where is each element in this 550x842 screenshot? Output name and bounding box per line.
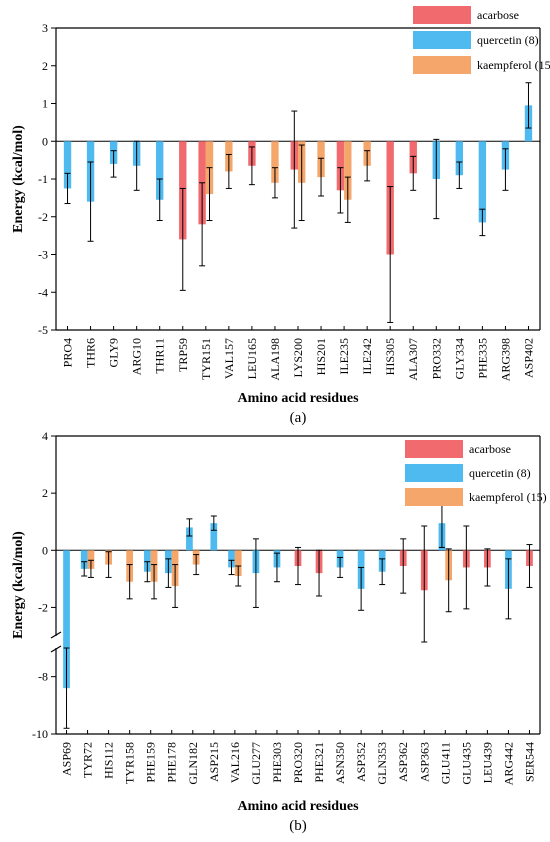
- bar-kaempferol-TYR72: [87, 550, 95, 569]
- bar-quercetin-GLY334: [455, 141, 464, 176]
- axis-break-mark-upper: [50, 631, 62, 639]
- x-tick-label: HIS112: [102, 742, 116, 779]
- legend-label-kaempferol: kaempferol (15): [477, 58, 550, 72]
- legend-label-acarbose: acarbose: [477, 8, 519, 22]
- x-tick-label: ARG442: [501, 742, 515, 785]
- bar-quercetin-PHE335: [478, 141, 487, 223]
- x-tick-label: ARG10: [130, 338, 144, 375]
- x-axis-label: Amino acid residues: [237, 391, 359, 406]
- legend-label-kaempferol: kaempferol (15): [469, 490, 547, 504]
- x-tick-label: PHE303: [270, 742, 284, 783]
- x-tick-label: TRP59: [176, 338, 190, 372]
- bar-quercetin-PHE159: [143, 550, 151, 572]
- y-tick-label: 2: [42, 59, 48, 73]
- x-tick-label: PHE178: [165, 742, 179, 783]
- x-tick-label: PHE321: [312, 742, 326, 783]
- x-tick-label: ASP69: [60, 742, 74, 776]
- x-tick-label: VAL157: [222, 338, 236, 379]
- x-tick-label: GLY334: [452, 338, 466, 379]
- y-axis-label: Energy (kcal/mol): [11, 531, 26, 639]
- x-tick-label: PHE335: [475, 338, 489, 379]
- x-tick-label: PRO332: [429, 338, 443, 379]
- bar-quercetin-PRO4: [63, 141, 72, 189]
- y-tick-label: 2: [42, 486, 48, 500]
- x-tick-label: THR11: [153, 338, 167, 374]
- x-tick-label: ASP363: [417, 742, 431, 782]
- legend-swatch-acarbose: [413, 6, 471, 24]
- x-tick-label: GLN182: [186, 742, 200, 785]
- legend-label-quercetin: quercetin (8): [469, 466, 531, 480]
- y-tick-label: -8: [38, 670, 48, 684]
- x-tick-label: ILE235: [337, 338, 351, 375]
- y-tick-label: -2: [38, 210, 48, 224]
- y-tick-label: -4: [38, 285, 48, 299]
- legend-label-acarbose: acarbose: [469, 442, 511, 456]
- y-tick-label: 3: [42, 21, 48, 35]
- x-tick-label: PRO4: [61, 338, 75, 367]
- panel-label: (b): [289, 818, 307, 834]
- y-tick-label: -3: [38, 248, 48, 262]
- bar-acarbose-ILE235: [336, 141, 345, 191]
- x-tick-label: ASP352: [354, 742, 368, 782]
- x-tick-label: ASN350: [333, 742, 347, 784]
- bar-quercetin-ASP215: [210, 523, 218, 551]
- y-tick-label: -2: [38, 600, 48, 614]
- axis-break-mark-lower: [50, 645, 62, 653]
- x-axis-label: Amino acid residues: [237, 799, 359, 814]
- x-tick-label: GLY9: [107, 338, 121, 367]
- y-axis-label: Energy (kcal/mol): [11, 125, 26, 233]
- legend-swatch-kaempferol: [413, 56, 471, 74]
- bar-quercetin-VAL216: [228, 550, 235, 568]
- x-tick-label: TYR158: [123, 742, 137, 784]
- y-tick-label: 0: [42, 134, 48, 148]
- x-tick-label: ASP402: [521, 338, 535, 378]
- legend: acarbose quercetin (8) kaempferol (15): [405, 440, 547, 506]
- x-tick-label: ALA307: [406, 338, 420, 381]
- panel-label: (a): [290, 410, 307, 426]
- y-tick-label: -1: [38, 172, 48, 186]
- x-tick-label: HIS305: [383, 338, 397, 375]
- y-tick-label: 0: [42, 543, 48, 557]
- x-tick-label: PRO320: [291, 742, 305, 783]
- x-tick-label: LYS200: [291, 338, 305, 377]
- chart-panel-b: 4 2 0 -2 -8 -10 Energy (kcal/mol) ASP69 TYR72 HIS…: [11, 429, 547, 834]
- y-tick-label: -5: [38, 323, 48, 337]
- x-tick-label: SER544: [522, 742, 536, 782]
- bar-kaempferol-ILE235: [344, 141, 352, 200]
- x-tick-label: ILE242: [360, 338, 374, 375]
- y-tick-label: 1: [42, 97, 48, 111]
- bar-quercetin-GLN182: [186, 527, 193, 551]
- bar-quercetin-TYR72: [80, 550, 88, 569]
- x-tick-label: LEU165: [245, 338, 259, 379]
- x-tick-label: ARG398: [498, 338, 512, 381]
- x-tick-label: TYR72: [81, 742, 95, 778]
- legend-swatch-acarbose: [405, 440, 463, 458]
- x-tick-label: HIS201: [314, 338, 328, 375]
- x-tick-label: GLN353: [375, 742, 389, 785]
- x-tick-label: GLU277: [249, 742, 263, 785]
- y-tick-label: -10: [32, 727, 48, 741]
- x-tick-label: ASP215: [207, 742, 221, 782]
- x-tick-label: VAL216: [228, 742, 242, 783]
- legend-label-quercetin: quercetin (8): [477, 33, 539, 47]
- x-tick-label: GLU411: [438, 742, 452, 784]
- x-tick-label: THR6: [84, 338, 98, 368]
- legend-swatch-quercetin: [405, 464, 463, 482]
- x-tick-label: PHE159: [144, 742, 158, 783]
- chart-panel-a: 3 2 1 0 -1 -2 -3 -4 -5 Energy (kcal/mol) PRO4 THR6 G…: [11, 6, 550, 426]
- bar-quercetin-ASP69: [63, 550, 70, 689]
- legend-swatch-kaempferol: [405, 488, 463, 506]
- bar-kaempferol-VAL216: [234, 550, 242, 576]
- x-tick-label: TYR151: [199, 338, 213, 380]
- x-tick-label: ASP362: [396, 742, 410, 782]
- y-tick-label: 4: [42, 429, 48, 443]
- legend: acarbose quercetin (8) kaempferol (15): [413, 6, 550, 74]
- legend-swatch-quercetin: [413, 31, 471, 49]
- bar-quercetin-THR11: [156, 141, 164, 200]
- x-tick-label: GLU435: [459, 742, 473, 785]
- x-tick-label: LEU439: [480, 742, 494, 783]
- bar-kaempferol-ALA198: [271, 141, 279, 183]
- x-tick-label: ALA198: [268, 338, 282, 381]
